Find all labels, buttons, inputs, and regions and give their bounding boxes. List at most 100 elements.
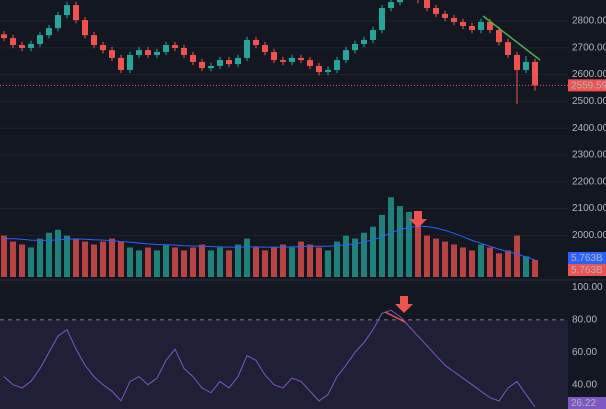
candle-body bbox=[262, 45, 268, 53]
volume-bar bbox=[388, 197, 394, 277]
candle-body bbox=[397, 0, 403, 3]
volume-bar bbox=[163, 244, 169, 277]
volume-bar bbox=[109, 238, 115, 277]
volume-bar bbox=[442, 241, 448, 277]
volume-bar bbox=[91, 244, 97, 277]
rsi-value-label-box bbox=[568, 397, 606, 409]
volume-bar bbox=[55, 229, 61, 277]
y-tick-label: 2200.00 bbox=[572, 176, 606, 187]
volume-bar bbox=[100, 241, 106, 277]
volume-bar bbox=[478, 244, 484, 277]
candle-body bbox=[10, 38, 16, 46]
candle-body bbox=[460, 21, 466, 27]
candle-body bbox=[55, 15, 61, 29]
volume-bar bbox=[424, 235, 430, 277]
candle-body bbox=[235, 57, 241, 65]
candle-body bbox=[478, 21, 484, 31]
y-tick-label: 80.00 bbox=[572, 315, 597, 326]
price-pane bbox=[0, 0, 568, 105]
candle-body bbox=[109, 50, 115, 58]
volume-bar bbox=[235, 244, 241, 277]
volume-bar bbox=[199, 244, 205, 277]
volume-bar bbox=[136, 250, 142, 277]
y-tick-label: 2100.00 bbox=[572, 203, 606, 214]
volume-bar bbox=[298, 241, 304, 277]
candle-body bbox=[388, 2, 394, 9]
volume-bar bbox=[10, 241, 16, 277]
volume-bar bbox=[532, 259, 538, 277]
candle-body bbox=[532, 61, 538, 86]
candle-body bbox=[118, 57, 124, 70]
candle-body bbox=[1, 34, 7, 39]
annotation-line bbox=[384, 311, 406, 323]
candle-body bbox=[226, 60, 232, 65]
volume-bar bbox=[262, 250, 268, 277]
candle-body bbox=[64, 5, 70, 16]
volume-bar bbox=[253, 247, 259, 277]
volume-bar bbox=[505, 250, 511, 277]
candle-body bbox=[433, 8, 439, 14]
volume-label-box bbox=[568, 264, 606, 276]
volume-bar bbox=[127, 247, 133, 277]
candle-body bbox=[271, 52, 277, 61]
volume-bar bbox=[334, 241, 340, 277]
candle-body bbox=[352, 43, 358, 51]
candle-body bbox=[298, 57, 304, 61]
volume-bar bbox=[208, 250, 214, 277]
volume-bar bbox=[523, 256, 529, 277]
candle-body bbox=[325, 69, 331, 73]
last-price-label-box bbox=[568, 79, 606, 92]
volume-bar bbox=[19, 244, 25, 277]
y-tick-label: 2300.00 bbox=[572, 150, 606, 161]
volume-bar bbox=[370, 226, 376, 277]
y-tick-label: 100.00 bbox=[572, 282, 603, 293]
volume-bar bbox=[343, 235, 349, 277]
candle-body bbox=[91, 35, 97, 46]
candle-body bbox=[172, 45, 178, 48]
volume-bar bbox=[1, 235, 7, 277]
volume-bar bbox=[469, 250, 475, 277]
candle-body bbox=[37, 35, 43, 44]
volume-bar bbox=[244, 238, 250, 277]
y-tick-label: 2500.00 bbox=[572, 96, 606, 107]
volume-bar bbox=[460, 247, 466, 277]
volume-ma-label-box bbox=[568, 252, 606, 264]
volume-bar bbox=[271, 247, 277, 277]
volume-bar bbox=[28, 247, 34, 277]
volume-bar bbox=[514, 235, 520, 277]
candle-body bbox=[100, 45, 106, 51]
y-tick-label: 2700.00 bbox=[572, 42, 606, 53]
volume-bar bbox=[154, 250, 160, 277]
volume-bar bbox=[190, 247, 196, 277]
candle-body bbox=[316, 65, 322, 73]
candle-body bbox=[451, 17, 457, 22]
candle-body bbox=[379, 8, 385, 31]
volume-bar bbox=[289, 247, 295, 277]
candle-body bbox=[46, 28, 52, 36]
volume-bar bbox=[280, 244, 286, 277]
candle-body bbox=[280, 60, 286, 62]
last-price-label: 2559.59 bbox=[571, 81, 606, 92]
rsi-band bbox=[0, 319, 568, 409]
trend-line bbox=[482, 15, 541, 61]
volume-bar bbox=[226, 250, 232, 277]
volume-bar bbox=[316, 247, 322, 277]
volume-bar bbox=[487, 247, 493, 277]
volume-bar bbox=[64, 235, 70, 277]
candle-body bbox=[181, 47, 187, 55]
candle-body bbox=[370, 30, 376, 40]
volume-bar bbox=[82, 241, 88, 277]
y-tick-label: 60.00 bbox=[572, 347, 597, 358]
volume-bar bbox=[496, 253, 502, 277]
candle-body bbox=[19, 45, 25, 48]
volume-bar bbox=[181, 250, 187, 277]
volume-bar bbox=[145, 247, 151, 277]
candle-body bbox=[244, 39, 250, 58]
candle-body bbox=[343, 50, 349, 61]
volume-bar bbox=[217, 247, 223, 277]
candle-body bbox=[514, 54, 520, 70]
arrow-marker bbox=[409, 211, 427, 228]
